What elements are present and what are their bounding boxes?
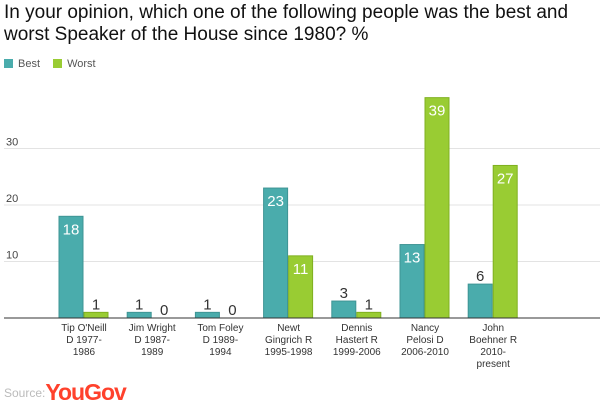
data-label-worst-2: 0	[228, 302, 236, 319]
x-tick-label-3: Newt Gingrich R 1995-1998	[265, 323, 313, 358]
yougov-logo: YouGov	[45, 379, 126, 405]
bar-best-3	[263, 187, 289, 319]
data-label-best-4: 3	[340, 285, 348, 302]
bar-best-4	[331, 300, 357, 319]
data-label-worst-4: 1	[365, 296, 373, 313]
data-label-worst-1: 0	[160, 302, 168, 319]
y-tick-label-10: 10	[6, 250, 18, 262]
legend-swatch-worst	[53, 59, 63, 68]
data-label-best-6: 6	[476, 268, 484, 285]
legend-label-worst: Worst	[67, 58, 96, 70]
legend-label-best: Best	[18, 58, 41, 70]
data-label-worst-0: 1	[92, 296, 100, 313]
source-credit: Source:YouGov	[4, 379, 127, 406]
bar-best-0	[58, 215, 84, 319]
y-tick-label-30: 30	[6, 137, 18, 149]
data-label-best-0: 18	[63, 221, 80, 238]
chart-legend: Best Worst	[4, 58, 106, 70]
legend-swatch-best	[4, 59, 13, 68]
data-label-best-2: 1	[203, 296, 211, 313]
chart-title: In your opinion, which one of the follow…	[4, 2, 569, 45]
x-tick-label-0: Tip O'Neill D 1977-1986	[61, 323, 106, 358]
x-tick-label-2: Tom Foley D 1989-1994	[197, 323, 243, 358]
x-tick-label-6: John Boehner R 2010-present	[469, 323, 517, 370]
legend-item-best: Best	[4, 58, 40, 70]
data-label-worst-5: 39	[429, 103, 446, 120]
bar-worst-3	[288, 255, 314, 319]
data-label-worst-6: 27	[497, 170, 514, 187]
y-tick-label-20: 20	[6, 193, 18, 205]
x-tick-label-4: Dennis Hastert R 1999-2006	[333, 323, 381, 358]
bar-best-6	[467, 283, 493, 319]
x-tick-label-5: Nancy Pelosi D 2006-2010	[401, 323, 449, 358]
data-label-best-5: 13	[404, 250, 421, 267]
bar-best-5	[399, 244, 425, 319]
source-prefix: Source:	[4, 386, 46, 400]
x-tick-label-1: Jim Wright D 1987-1989	[129, 323, 176, 358]
bar-worst-6	[492, 164, 518, 319]
data-label-best-3: 23	[267, 193, 284, 210]
data-label-worst-3: 11	[293, 261, 309, 278]
data-label-best-1: 1	[135, 296, 143, 313]
bar-worst-5	[424, 97, 450, 319]
legend-item-worst: Worst	[53, 58, 96, 70]
